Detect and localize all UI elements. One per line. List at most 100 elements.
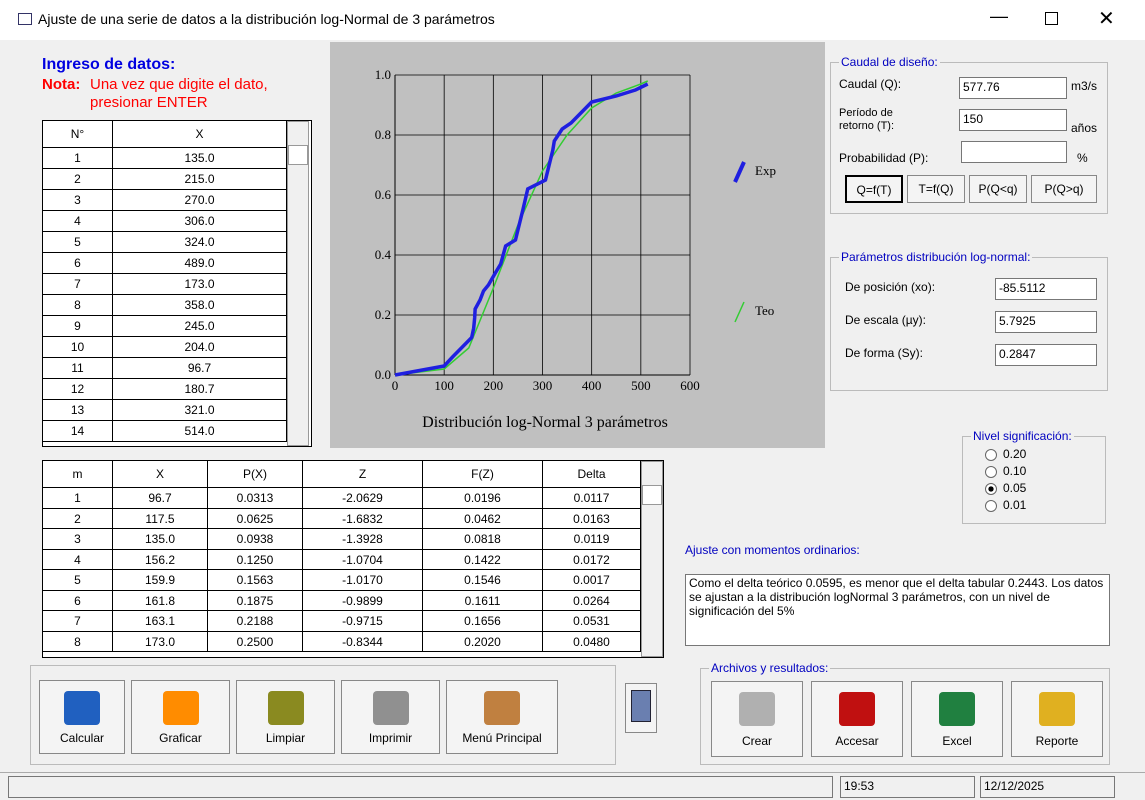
button-icon: [372, 691, 409, 725]
column-header: P(X): [208, 461, 303, 488]
table-cell: 3: [43, 529, 113, 550]
q-input[interactable]: 577.76: [959, 77, 1067, 99]
radio[interactable]: [985, 500, 997, 512]
radio-label[interactable]: 0.20: [1003, 447, 1027, 461]
radio-label[interactable]: 0.05: [1003, 481, 1027, 495]
action-button[interactable]: Calcular: [39, 680, 125, 754]
action-button[interactable]: Graficar: [131, 680, 230, 754]
table-cell: 6: [43, 590, 113, 611]
button-icon: [839, 692, 875, 726]
table-cell: 6: [43, 253, 113, 274]
table-cell: 1: [43, 488, 113, 509]
table-cell: 0.0462: [423, 508, 543, 529]
table-cell: 1: [43, 148, 113, 169]
table-cell: 7: [43, 274, 113, 295]
data-line: [394, 82, 649, 377]
t-input[interactable]: 150: [959, 109, 1067, 131]
design-button[interactable]: P(Q<q): [969, 175, 1027, 203]
file-button[interactable]: Excel: [911, 681, 1003, 757]
scroll-thumb[interactable]: [288, 145, 308, 165]
table-cell: 0.0017: [543, 570, 641, 591]
table-cell: -0.8344: [303, 631, 423, 652]
scrollbar[interactable]: [287, 121, 309, 446]
action-button[interactable]: Menú Principal: [446, 680, 558, 754]
label: retorno (T):: [839, 120, 895, 132]
button-label: Imprimir: [368, 731, 413, 745]
action-button[interactable]: Imprimir: [341, 680, 440, 754]
x-tick-label: 100: [434, 378, 454, 393]
minimize[interactable]: —: [990, 6, 1008, 26]
table-cell: 135.0: [113, 529, 208, 550]
table-cell: 117.5: [113, 508, 208, 529]
radio-label[interactable]: 0.10: [1003, 464, 1027, 478]
radio[interactable]: [985, 466, 997, 478]
close[interactable]: ✕: [1098, 8, 1115, 30]
table-cell: 163.1: [113, 611, 208, 632]
scrollbar[interactable]: [641, 461, 663, 657]
table-cell: 10: [43, 337, 113, 358]
table-cell: 2: [43, 508, 113, 529]
design-button[interactable]: Q=f(T): [845, 175, 903, 203]
table-cell: -2.0629: [303, 488, 423, 509]
column-header: Z: [303, 461, 423, 488]
calculator-button[interactable]: [625, 683, 657, 733]
x-tick-label: 300: [533, 378, 553, 393]
table-cell: 135.0: [113, 148, 287, 169]
param-value[interactable]: 0.2847: [995, 344, 1097, 366]
table-cell: 0.1422: [423, 549, 543, 570]
radio-label[interactable]: 0.01: [1003, 498, 1027, 512]
button-icon: [1039, 692, 1075, 726]
chart: Distribución log-Normal 3 parámetros 0 10…: [375, 67, 776, 431]
table-cell: 7: [43, 611, 113, 632]
radio[interactable]: [985, 449, 997, 461]
table-cell: 0.1563: [208, 570, 303, 591]
param-value[interactable]: 5.7925: [995, 311, 1097, 333]
note-text: presionar ENTER: [90, 94, 208, 111]
action-button[interactable]: Limpiar: [236, 680, 335, 754]
app-icon: [18, 13, 32, 25]
unit: años: [1071, 121, 1098, 135]
files-group: Archivos y resultados: Crear Accesar Excel…: [700, 661, 1110, 765]
table-cell: 8: [43, 631, 113, 652]
x-tick-label: 0: [392, 378, 399, 393]
table-cell: 4: [43, 211, 113, 232]
table-cell: 215.0: [113, 169, 287, 190]
y-tick-label: 0.8: [375, 127, 391, 142]
file-button[interactable]: Reporte: [1011, 681, 1103, 757]
fit-title: Ajuste con momentos ordinarios:: [685, 543, 860, 557]
table-cell: -1.6832: [303, 508, 423, 529]
table-cell: 13: [43, 400, 113, 421]
legend-swatch: [733, 161, 746, 183]
design-button[interactable]: T=f(Q): [907, 175, 965, 203]
input-table[interactable]: N° 1 2 3 4 5 6 7 8 9 10 11 12 13 14 X 135.0 215.0 270.0 306…: [42, 120, 312, 447]
column-header: m: [43, 461, 113, 488]
y-tick-label: 0.6: [375, 187, 392, 202]
p-input[interactable]: [961, 141, 1067, 163]
file-button[interactable]: Crear: [711, 681, 803, 757]
table-cell: 204.0: [113, 337, 287, 358]
y-tick-label: 0.4: [375, 247, 392, 262]
design-button[interactable]: P(Q>q): [1031, 175, 1097, 203]
button-label: Reporte: [1035, 734, 1079, 748]
radio[interactable]: [985, 483, 997, 495]
label: Período de: [839, 107, 893, 119]
table-cell: 270.0: [113, 190, 287, 211]
status-bar: 19:53 12/12/2025: [0, 772, 1145, 800]
maximize[interactable]: [1045, 12, 1058, 25]
legend-label: Teo: [755, 303, 774, 318]
file-button[interactable]: Accesar: [811, 681, 903, 757]
x-tick-label: 400: [582, 378, 602, 393]
table-cell: 8: [43, 295, 113, 316]
status-date: 12/12/2025: [980, 776, 1115, 798]
table-cell: 96.7: [113, 358, 287, 379]
button-icon: [267, 691, 304, 725]
scroll-thumb[interactable]: [642, 485, 662, 505]
param-label: De escala (µy):: [845, 313, 926, 327]
results-table[interactable]: m 1 2 3 4 5 6 7 8 X 96.7 117.5 135.0 156.2 159.9 161.8 1…: [42, 460, 664, 658]
group-title: Nivel significación:: [971, 429, 1074, 443]
actions-group: Calcular Graficar Limpiar Imprimir Menú Prin…: [30, 665, 616, 765]
param-value[interactable]: -85.5112: [995, 278, 1097, 300]
table-cell: 0.2020: [423, 631, 543, 652]
significance-group: Nivel significación: 0.20 0.10 0.05 0.01: [962, 429, 1106, 524]
table-cell: 0.0264: [543, 590, 641, 611]
